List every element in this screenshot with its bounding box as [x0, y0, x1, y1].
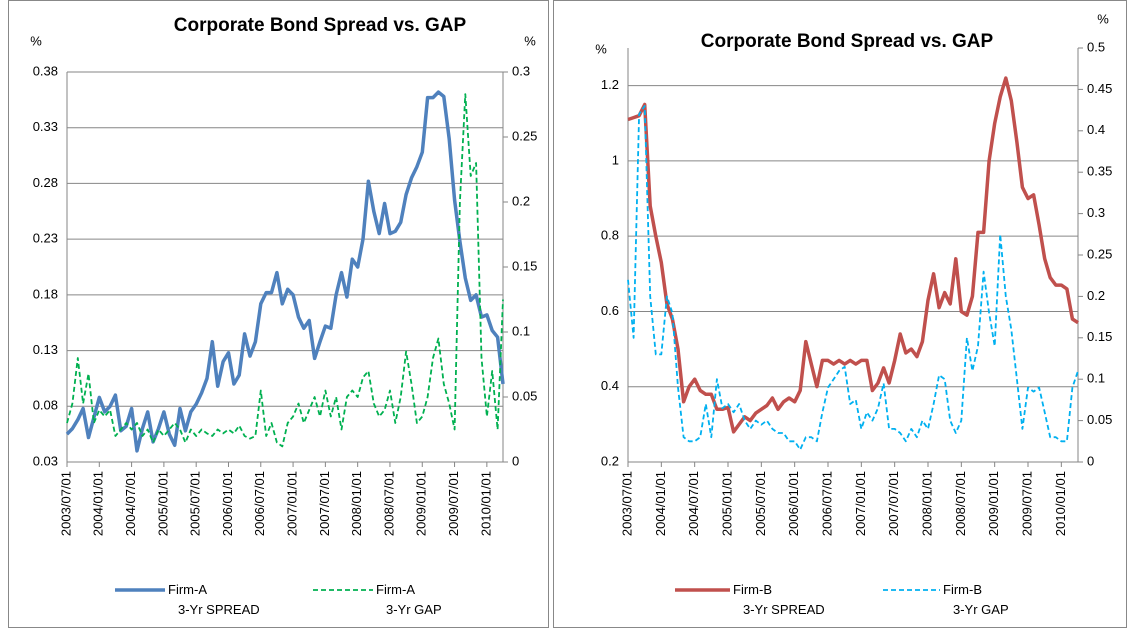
y2-tick-label: 0.15	[1087, 329, 1112, 344]
y2-tick-label: 0.35	[1087, 164, 1112, 179]
y2-tick-label: 0.2	[1087, 288, 1105, 303]
y-axis-label: %	[30, 33, 42, 48]
y-tick-label: 1.2	[601, 77, 619, 92]
chart-title: Corporate Bond Spread vs. GAP	[701, 31, 994, 52]
y2-tick-label: 0	[512, 453, 519, 468]
y2-tick-label: 0.1	[1087, 371, 1105, 386]
y-tick-label: 0.4	[601, 378, 619, 393]
x-tick-label: 2009/01/01	[986, 471, 1001, 536]
x-tick-label: 2005/07/01	[753, 471, 768, 536]
y-tick-label: 0.28	[33, 175, 58, 190]
x-tick-label: 2008/01/01	[919, 471, 934, 536]
x-tick-label: 2008/07/01	[953, 471, 968, 536]
y-tick-label: 0.08	[33, 398, 58, 413]
y2-tick-label: 0.3	[1087, 205, 1105, 220]
y2-tick-label: 0.2	[512, 193, 530, 208]
x-tick-label: 2003/07/01	[619, 471, 634, 536]
x-tick-label: 2006/07/01	[252, 471, 267, 536]
x-tick-label: 2003/07/01	[58, 471, 73, 536]
y2-tick-label: 0.45	[1087, 81, 1112, 96]
series-line	[627, 105, 1079, 451]
y-tick-label: 0.33	[33, 119, 58, 134]
y-tick-label: 0.8	[601, 228, 619, 243]
x-tick-label: 2007/01/01	[853, 471, 868, 536]
y-tick-label: 0.13	[33, 342, 58, 357]
x-tick-label: 2010/01/01	[478, 471, 493, 536]
y-tick-label: 0.2	[601, 453, 619, 468]
legend-label: Firm-A 3-Yr SPREAD	[168, 582, 260, 617]
y2-tick-label: 0.15	[512, 258, 537, 273]
y2-axis-label: %	[1097, 11, 1109, 26]
legend-label: Firm-A 3-Yr GAP	[376, 582, 442, 617]
x-tick-label: 2007/07/01	[886, 471, 901, 536]
x-tick-label: 2004/01/01	[653, 471, 668, 536]
panel	[553, 0, 1127, 628]
x-tick-label: 2005/01/01	[719, 471, 734, 536]
series-line	[627, 76, 1079, 434]
series-line	[65, 90, 505, 453]
x-tick-label: 2009/07/01	[1019, 471, 1034, 536]
legend-label: Firm-B 3-Yr SPREAD	[733, 582, 825, 617]
y2-tick-label: 0.4	[1087, 122, 1105, 137]
y-tick-label: 0.38	[33, 63, 58, 78]
y2-tick-label: 0	[1087, 453, 1094, 468]
x-tick-label: 2007/01/01	[285, 471, 300, 536]
x-tick-label: 2009/07/01	[446, 471, 461, 536]
series-line	[66, 93, 504, 448]
x-tick-label: 2007/07/01	[317, 471, 332, 536]
y2-tick-label: 0.05	[512, 388, 537, 403]
panel	[8, 0, 549, 628]
x-tick-label: 2005/07/01	[188, 471, 203, 536]
y-axis-label: %	[595, 41, 607, 56]
x-tick-label: 2006/07/01	[819, 471, 834, 536]
legend-label: Firm-B 3-Yr GAP	[943, 582, 1009, 617]
x-tick-label: 2010/01/01	[1053, 471, 1068, 536]
y-tick-label: 0.18	[33, 286, 58, 301]
y2-axis-label: %	[524, 33, 536, 48]
y-tick-label: 0.03	[33, 453, 58, 468]
x-tick-label: 2008/01/01	[349, 471, 364, 536]
y-tick-label: 0.6	[601, 303, 619, 318]
y-tick-label: 1	[612, 152, 619, 167]
y2-tick-label: 0.3	[512, 63, 530, 78]
x-tick-label: 2004/07/01	[123, 471, 138, 536]
y2-tick-label: 0.25	[1087, 246, 1112, 261]
x-tick-label: 2004/07/01	[686, 471, 701, 536]
chart-title: Corporate Bond Spread vs. GAP	[174, 15, 467, 36]
y2-tick-label: 0.25	[512, 128, 537, 143]
x-tick-label: 2006/01/01	[786, 471, 801, 536]
x-tick-label: 2006/01/01	[220, 471, 235, 536]
x-tick-label: 2004/01/01	[91, 471, 106, 536]
x-tick-label: 2005/01/01	[155, 471, 170, 536]
y2-tick-label: 0.5	[1087, 39, 1105, 54]
x-tick-label: 2008/07/01	[381, 471, 396, 536]
y2-tick-label: 0.1	[512, 323, 530, 338]
y2-tick-label: 0.05	[1087, 412, 1112, 427]
y-tick-label: 0.23	[33, 231, 58, 246]
x-tick-label: 2009/01/01	[414, 471, 429, 536]
